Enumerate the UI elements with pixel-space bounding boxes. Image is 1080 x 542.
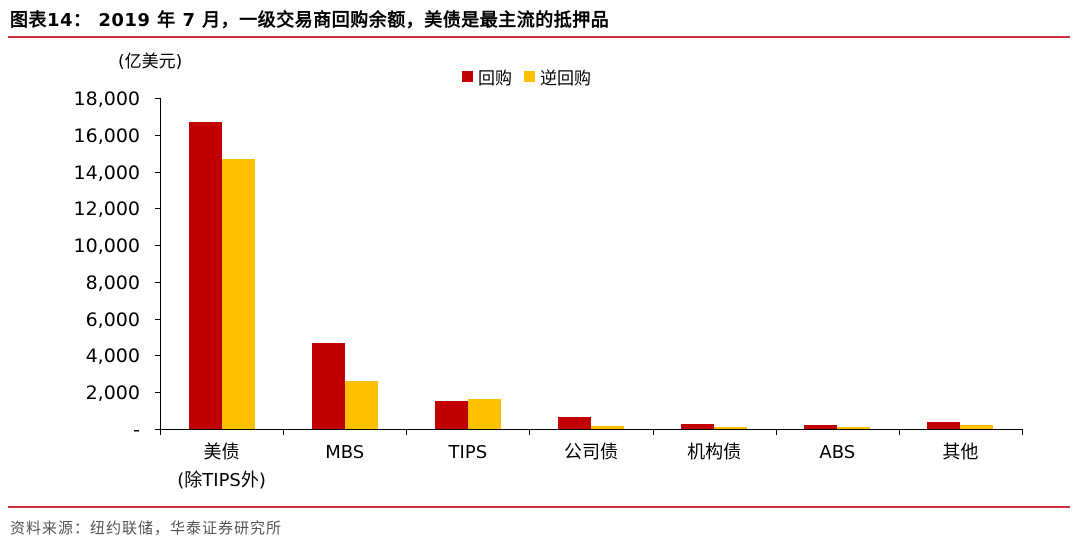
legend-label-repo: 回购	[478, 69, 512, 89]
x-tick-mark	[776, 429, 777, 435]
y-tick-label: 18,000	[73, 88, 140, 110]
x-category-label-line: (除TIPS外)	[177, 470, 266, 491]
bar-reverse-repo	[221, 159, 255, 429]
x-category-label-line: 公司债	[564, 442, 618, 463]
bar-reverse-repo	[467, 399, 501, 429]
bar-repo	[434, 401, 468, 429]
y-tick-mark	[155, 98, 160, 99]
chart-legend: 回购 逆回购	[462, 64, 597, 89]
x-category-label-line: MBS	[325, 442, 365, 463]
y-tick-label: 8,000	[85, 271, 140, 294]
y-tick-mark	[155, 429, 160, 430]
y-tick-mark	[155, 355, 160, 356]
y-tick-label: -	[133, 419, 140, 441]
y-tick-mark	[155, 135, 160, 136]
bar-reverse-repo	[960, 424, 994, 429]
y-tick-mark	[155, 282, 160, 283]
y-tick-mark	[155, 245, 160, 246]
legend-item-reverse-repo: 逆回购	[524, 64, 591, 89]
bar-repo	[927, 422, 961, 429]
x-category-label-line: 其他	[942, 442, 979, 463]
bar-reverse-repo	[837, 427, 871, 429]
legend-swatch-reverse-repo	[524, 71, 535, 82]
x-category-label-line: TIPS	[448, 442, 488, 463]
bar-repo	[681, 424, 715, 429]
y-tick-mark	[155, 319, 160, 320]
y-tick-label: 10,000	[73, 235, 140, 258]
x-tick-mark	[1022, 429, 1023, 435]
footer-divider	[8, 506, 1070, 508]
x-tick-mark	[160, 429, 161, 435]
x-category-label-line: ABS	[819, 442, 856, 463]
x-category-label: 机构债	[687, 439, 741, 467]
bar-reverse-repo	[591, 426, 624, 429]
x-tick-mark	[529, 429, 530, 435]
y-axis-line	[160, 98, 161, 429]
legend-item-repo: 回购	[462, 64, 512, 89]
bar-repo	[311, 342, 345, 429]
x-category-label: ABS	[819, 439, 855, 467]
bar-repo	[558, 417, 591, 429]
y-tick-label: 14,000	[73, 161, 140, 184]
chart-title: 图表14： 2019 年 7 月，一级交易商回购余额，美债是最主流的抵押品	[10, 10, 610, 31]
legend-label-reverse-repo: 逆回购	[540, 69, 591, 89]
y-tick-mark	[155, 208, 160, 209]
title-divider	[8, 36, 1070, 38]
x-category-label: 公司债	[564, 439, 618, 467]
x-tick-mark	[653, 429, 654, 435]
x-category-label-line: 美债	[203, 442, 240, 463]
y-tick-label: 6,000	[85, 308, 140, 331]
y-axis-unit-label: (亿美元)	[118, 52, 183, 72]
x-axis-line	[160, 429, 1023, 430]
y-tick-label: 16,000	[73, 124, 140, 147]
x-category-label: MBS	[325, 439, 364, 467]
y-tick-mark	[155, 392, 160, 393]
bar-repo	[188, 121, 222, 429]
y-tick-mark	[155, 172, 160, 173]
y-tick-label: 12,000	[73, 198, 140, 221]
x-category-label: 其他	[942, 439, 978, 467]
y-tick-label: 4,000	[85, 345, 140, 368]
x-tick-mark	[406, 429, 407, 435]
legend-swatch-repo	[462, 71, 473, 82]
x-tick-mark	[283, 429, 284, 435]
source-note: 资料来源：纽约联储，华泰证券研究所	[10, 519, 283, 537]
x-tick-mark	[899, 429, 900, 435]
x-category-label: TIPS	[449, 439, 488, 467]
bar-reverse-repo	[714, 427, 748, 429]
x-category-label-line: 机构债	[687, 442, 742, 463]
bar-reverse-repo	[344, 381, 378, 429]
x-category-label: 美债 (除TIPS外)	[177, 439, 266, 495]
y-tick-label: 2,000	[85, 382, 140, 405]
bar-repo	[804, 425, 838, 429]
